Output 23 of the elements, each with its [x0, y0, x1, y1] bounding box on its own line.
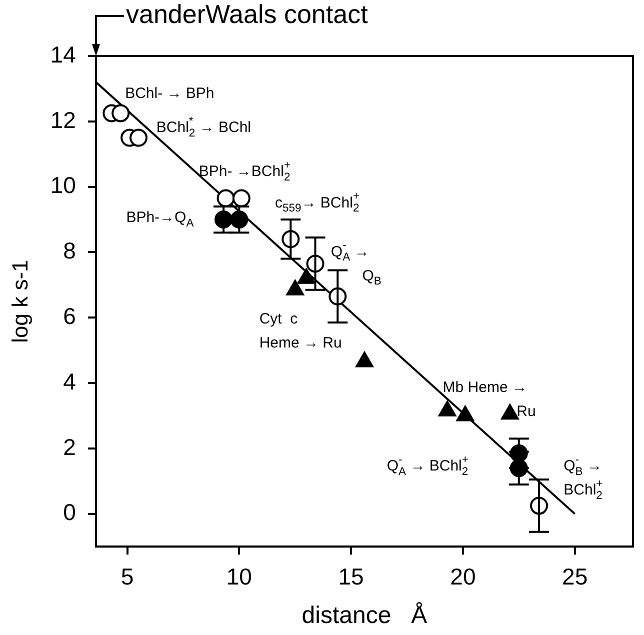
y-tick-label: 10 [50, 172, 76, 198]
y-tick-label: 4 [63, 368, 76, 394]
y-axis-title: log k s-1 [7, 260, 32, 343]
annotation: BChl- → BPh [125, 84, 214, 102]
text: vanderWaals contact [126, 0, 369, 29]
point [232, 189, 250, 208]
x-tick-label: 15 [338, 564, 364, 590]
x-tick-label: 10 [226, 564, 252, 590]
y-tick-label: 12 [50, 106, 76, 133]
y-tick-label: 14 [50, 41, 76, 68]
annotation: Cyt c Heme → Ru [259, 310, 342, 352]
x-tick-label: 5 [120, 564, 134, 590]
x-tick-label: 25 [562, 564, 588, 590]
point [112, 104, 130, 122]
y-tick-label: 6 [63, 302, 76, 329]
point [129, 128, 148, 147]
annotation: Mb Heme → Ru [442, 379, 536, 420]
y-tick-label: 0 [63, 499, 76, 526]
x-axis-title: distance Å [302, 602, 428, 630]
y-tick-label: 2 [63, 434, 76, 460]
y-tick-label: 8 [63, 238, 76, 264]
x-tick-label: 20 [450, 564, 476, 590]
point [216, 189, 235, 208]
